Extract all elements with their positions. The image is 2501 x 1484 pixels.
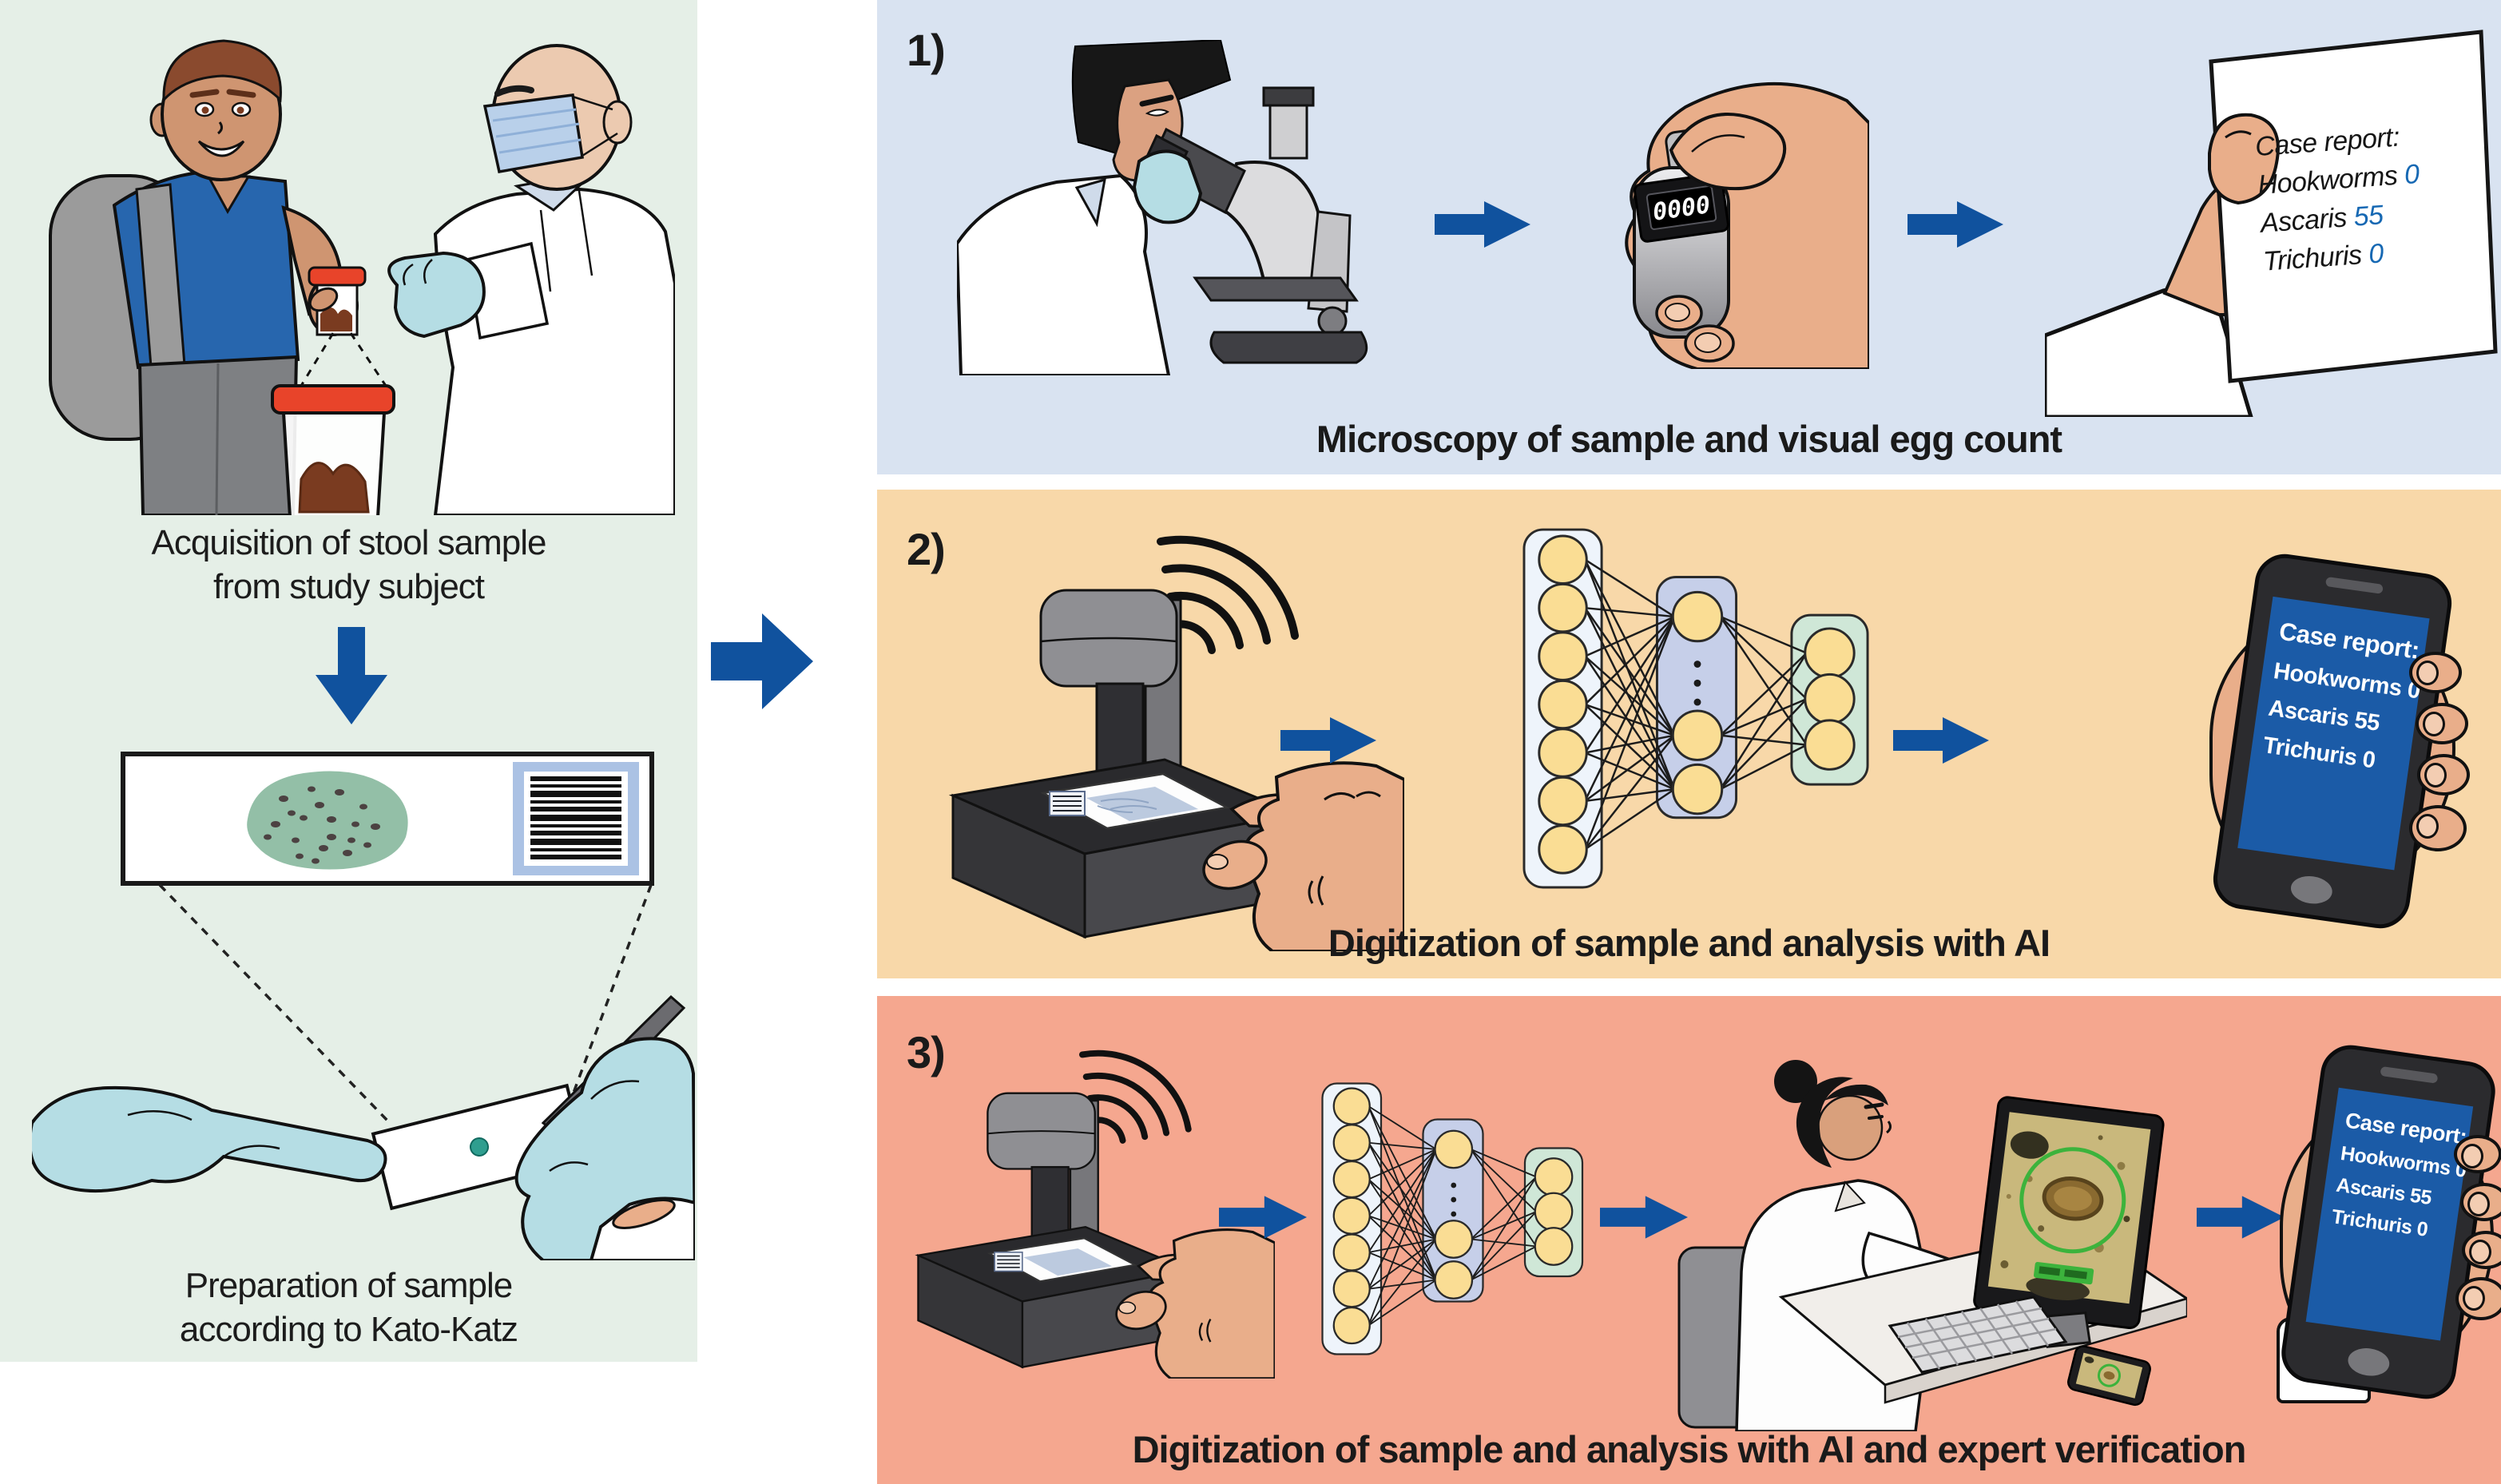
phone-screen: Case report: Hookworms 0 Ascaris 55 Tric… [2305, 1087, 2474, 1341]
arrow-right-icon [1219, 1196, 1307, 1239]
hand-inserting-slide [1202, 761, 1404, 951]
slide-scanner-illustration [883, 1038, 1275, 1379]
smartphone: Case report: Hookworms 0 Ascaris 55 Tric… [2277, 1041, 2499, 1403]
stool-sample-acquisition-illustration [20, 20, 675, 515]
finger [2462, 1231, 2501, 1269]
panel-ai-analysis: 2) [877, 490, 2501, 978]
panel-microscopy: 1) [877, 0, 2501, 474]
microscopist-illustration [957, 40, 1388, 375]
expert-verification-illustration [1668, 1032, 2187, 1431]
finger [2409, 805, 2467, 851]
caption-acquisition: Acquisition of stool sample from study s… [151, 523, 547, 606]
neurons [1538, 534, 1856, 875]
arrow-right-icon [2197, 1196, 2285, 1239]
arrow-right-icon [1435, 201, 1530, 248]
arrow-down-icon [316, 627, 387, 724]
step-3-number: 3) [907, 1027, 946, 1077]
lab-coat [433, 187, 675, 515]
nitrile-glove [387, 251, 486, 339]
study-subject-boy [49, 39, 367, 515]
step-1-number: 1) [907, 25, 946, 75]
arrow-right-icon [1908, 201, 2003, 248]
finger [2454, 1135, 2501, 1173]
kato-katz-slide-illustration [120, 751, 655, 887]
sample-dot [470, 1137, 489, 1157]
phone-screen: Case report: Hookworms 0 Ascaris 55 Tric… [2237, 596, 2430, 871]
lab-coat [957, 173, 1171, 375]
arrow-right-icon [1280, 717, 1376, 764]
thumb [1669, 113, 1787, 191]
sample-container-large [271, 332, 395, 515]
phone-speaker [2380, 1065, 2439, 1084]
container-lid [271, 384, 395, 415]
finger [2409, 652, 2462, 693]
hair-bun [1774, 1060, 1817, 1103]
smartphone: Case report: Hookworms 0 Ascaris 55 Tric… [2209, 550, 2455, 933]
glove [1132, 149, 1203, 224]
slide-preparation-illustration [32, 883, 695, 1260]
caption-preparation: Preparation of sample according to Kato-… [179, 1266, 518, 1349]
phone-report-illustration: Case report: Hookworms 0 Ascaris 55 Tric… [2209, 550, 2470, 933]
finger [2455, 1277, 2501, 1320]
neural-network-illustration [1321, 1082, 1585, 1358]
phone-speaker [2324, 576, 2384, 594]
health-worker [387, 44, 675, 515]
boy-smile [197, 140, 245, 157]
phone-home-button [2346, 1345, 2392, 1379]
barcode [513, 762, 639, 875]
neural-network-illustration [1522, 528, 1871, 892]
left-glove [32, 1085, 387, 1193]
desk-phone [2067, 1345, 2151, 1407]
case-report-text: Case report: Hookworms 0 Ascaris 55 Tric… [2254, 112, 2492, 280]
connections [1584, 558, 1808, 851]
wifi-icon [1157, 535, 1299, 654]
report-paper [2209, 30, 2498, 383]
finger [2417, 754, 2470, 796]
panel-sample-preparation: Acquisition of stool sample from study s… [0, 0, 697, 1362]
slide-on-scanner [1040, 772, 1230, 830]
finger [2416, 703, 2468, 744]
egg-specks [264, 786, 380, 864]
stool-sample [298, 462, 370, 514]
arrow-right-icon [1893, 717, 1989, 764]
phone-home-button [2289, 873, 2334, 907]
keyboard [1888, 1296, 2068, 1374]
motion-marks [1308, 875, 1324, 906]
monitor [1973, 1096, 2165, 1348]
counter-display: 0000 [1634, 173, 1729, 243]
phone-report-illustration: Case report: Hookworms 0 Ascaris 55 Tric… [2277, 1041, 2501, 1417]
caption-ai: Digitization of sample and analysis with… [1328, 922, 2050, 964]
wifi-icon [1079, 1050, 1192, 1144]
caption-microscopy: Microscopy of sample and visual egg coun… [1316, 418, 2062, 460]
ellipsis-dots [1693, 661, 1701, 706]
panel-ai-expert-verification: 3) [877, 996, 2501, 1484]
ai-detection-circle [2019, 1147, 2126, 1254]
boy-hair [162, 39, 282, 103]
finger [2460, 1183, 2501, 1221]
slide-scanner-illustration [909, 520, 1404, 951]
arrow-right-main-icon [711, 607, 813, 716]
focus-knob [1317, 306, 1348, 336]
base [1209, 331, 1368, 364]
arrow-right-icon [1600, 1196, 1688, 1239]
tally-counter-illustration: 0000 [1558, 73, 1869, 369]
case-report-paper-illustration: Case report: Hookworms 0 Ascaris 55 Tric… [2045, 18, 2500, 417]
microscope [1145, 86, 1368, 364]
hidden-layer-box [1655, 576, 1738, 819]
caption-ai-expert: Digitization of sample and analysis with… [1132, 1428, 2247, 1470]
stage [1193, 276, 1359, 302]
face-mask [482, 93, 584, 174]
step-2-number: 2) [907, 524, 946, 574]
